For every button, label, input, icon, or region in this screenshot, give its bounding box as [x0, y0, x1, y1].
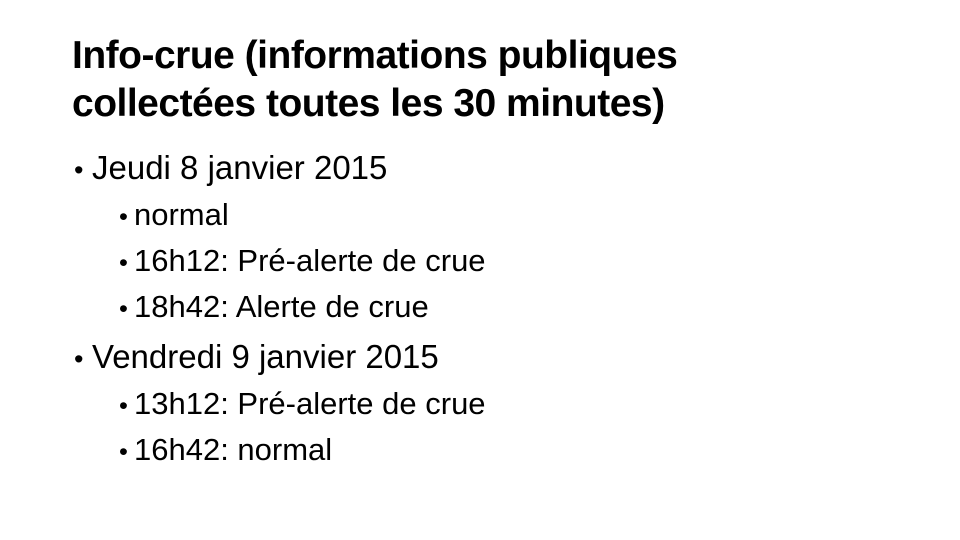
title-line-2: collectées toutes les 30 minutes) [72, 82, 665, 125]
bullet-icon: • [74, 344, 84, 374]
list-subitem-label: 13h12: Pré-alerte de crue [134, 386, 486, 421]
list-subitem: • normal [119, 193, 960, 239]
bullet-icon: • [119, 249, 128, 277]
list-item-label: Jeudi 8 janvier 2015 [92, 149, 388, 186]
list-subitem: • 13h12: Pré-alerte de crue [119, 382, 960, 428]
list-subitem-label: 16h12: Pré-alerte de crue [134, 243, 486, 278]
bullet-list: • Jeudi 8 janvier 2015 • normal • 16h12:… [0, 145, 960, 474]
list-subitem-label: normal [134, 197, 229, 232]
list-subitem-label: 18h42: Alerte de crue [134, 289, 429, 324]
list-subitem: • 16h12: Pré-alerte de crue [119, 239, 960, 285]
list-subitem: • 18h42: Alerte de crue [119, 285, 960, 331]
list-item-day-2: • Vendredi 9 janvier 2015 [74, 334, 960, 382]
bullet-icon: • [119, 203, 128, 231]
list-subitem: • 16h42: normal [119, 428, 960, 474]
slide-title: Info-crue (informations publiques collec… [72, 32, 920, 128]
list-item-label: Vendredi 9 janvier 2015 [92, 338, 439, 375]
bullet-icon: • [74, 155, 84, 185]
bullet-icon: • [119, 392, 128, 420]
bullet-icon: • [119, 438, 128, 466]
bullet-icon: • [119, 295, 128, 323]
list-subitem-label: 16h42: normal [134, 432, 333, 467]
title-line-1: Info-crue (informations publiques [72, 34, 678, 77]
list-item-day-1: • Jeudi 8 janvier 2015 [74, 145, 960, 193]
